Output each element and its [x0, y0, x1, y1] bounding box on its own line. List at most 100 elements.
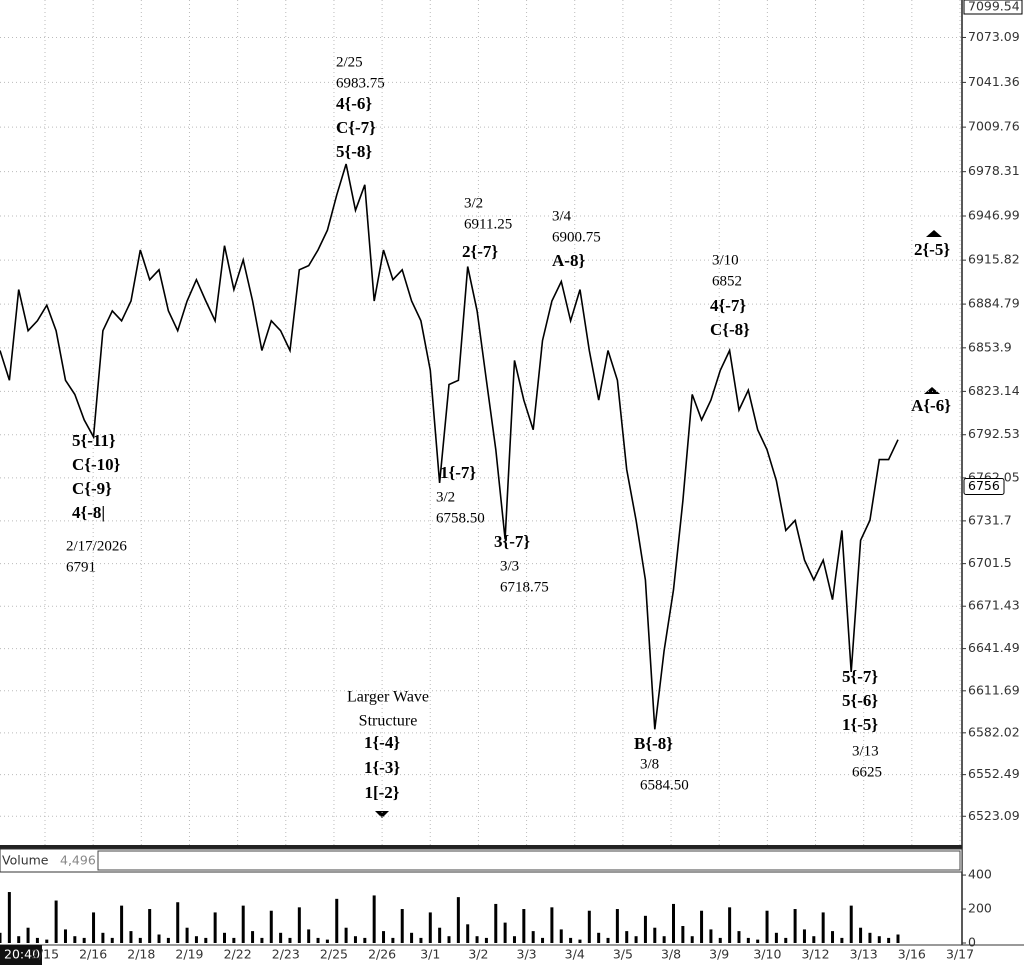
volume-bar: [559, 929, 563, 943]
y-tick-label: 6884.79: [968, 296, 1020, 311]
y-tick-label: 7073.09: [968, 29, 1020, 44]
y-tick-label: 6946.99: [968, 208, 1020, 223]
y-tick-label: 6978.31: [968, 163, 1020, 178]
volume-tick-label: 0: [968, 935, 976, 950]
volume-bar: [400, 909, 404, 943]
volume-bar: [7, 892, 11, 943]
volume-bar: [672, 903, 675, 943]
volume-bar: [475, 936, 479, 943]
wave-label: C{-7}: [336, 118, 376, 137]
wave-label: C{-9}: [72, 479, 112, 498]
volume-bar: [793, 909, 797, 943]
volume-bar: [662, 936, 666, 943]
y-tick-label: 6731.7: [968, 512, 1012, 527]
volume-bar: [92, 912, 96, 943]
x-tick-label: 3/10: [753, 947, 781, 962]
annotation-date: 3/3: [500, 558, 519, 574]
wave-label: A-8}: [552, 251, 585, 270]
volume-bar: [101, 932, 105, 943]
x-tick-label: 3/2: [468, 947, 488, 962]
volume-bar: [325, 939, 329, 943]
volume-bar: [643, 915, 647, 943]
volume-bar: [353, 936, 357, 943]
y-tick-label: 6523.09: [968, 808, 1020, 823]
wave-label: 4{-8|: [72, 503, 105, 522]
volume-bar: [382, 931, 386, 943]
volume-bar: [531, 931, 535, 943]
volume-bar: [877, 936, 881, 943]
x-tick-label: 3/5: [613, 947, 633, 962]
annotation-price: 6584.50: [640, 777, 689, 793]
volume-bar: [859, 927, 863, 943]
volume-bar: [241, 905, 245, 943]
volume-bar: [690, 936, 694, 943]
last-price-label: 6756: [968, 478, 1000, 493]
volume-bar: [410, 932, 414, 943]
volume-bar: [802, 929, 806, 943]
wave-label: 2{-7}: [462, 242, 498, 261]
volume-bar: [634, 936, 638, 943]
y-tick-label: 6671.43: [968, 598, 1020, 613]
volume-bar: [550, 907, 554, 943]
y-tick-label: 7009.76: [968, 119, 1020, 134]
volume-bar: [569, 937, 573, 943]
annotation-price: 6758.50: [436, 510, 485, 526]
volume-bar: [120, 905, 124, 943]
volume-bar: [148, 909, 152, 943]
volume-bar: [82, 937, 86, 943]
volume-bar: [466, 924, 470, 943]
wave-label: C{-8}: [710, 320, 750, 339]
cursor-time: 20:40: [4, 947, 40, 962]
y-tick-label: 6611.69: [968, 682, 1020, 697]
y-tick-label: 6853.9: [968, 339, 1012, 354]
annotation-price: 6983.75: [336, 75, 385, 91]
annotation-date: 2/17/2026: [66, 538, 127, 554]
volume-bar: [54, 900, 58, 943]
volume-bar: [709, 929, 713, 943]
volume-bar: [849, 905, 853, 943]
x-tick-label: 2/22: [224, 947, 252, 962]
x-tick-label: 3/12: [801, 947, 829, 962]
y-tick-label: 6552.49: [968, 766, 1020, 781]
volume-bar: [204, 937, 208, 943]
x-tick-label: 2/25: [320, 947, 348, 962]
x-tick-label: 3/17: [946, 947, 974, 962]
volume-bar: [269, 910, 273, 943]
volume-header-box: [97, 850, 961, 871]
volume-bar: [372, 895, 376, 943]
volume-bar: [606, 937, 610, 943]
y-tick-label: 6582.02: [968, 724, 1020, 739]
wave-label: 1{-7}: [440, 463, 476, 482]
structure-title: Larger Wave: [347, 689, 429, 706]
volume-bar: [784, 937, 788, 943]
volume-bar: [756, 939, 760, 943]
x-tick-label: 3/8: [661, 947, 681, 962]
annotation-date: 2/25: [336, 54, 363, 70]
y-tick-label: 6823.14: [968, 383, 1020, 398]
annotation-date: 3/13: [852, 743, 879, 759]
volume-tick-label: 400: [968, 867, 992, 882]
volume-bar: [251, 931, 255, 943]
volume-bar: [223, 932, 226, 943]
volume-bar: [176, 902, 180, 943]
top-price-box: [963, 0, 1023, 15]
volume-bar: [307, 929, 311, 943]
volume-bar: [17, 936, 21, 943]
volume-bar: [391, 937, 395, 943]
projection-label: A{-6}: [911, 396, 951, 415]
volume-bar: [185, 927, 189, 943]
volume-bar: [700, 910, 704, 943]
x-tick-label: 3/4: [565, 947, 585, 962]
x-tick-label: 2/15: [31, 947, 59, 962]
wave-label: 1{-5}: [842, 715, 878, 734]
volume-bar: [681, 926, 685, 943]
y-tick-label: 6701.5: [968, 555, 1012, 570]
annotation-price: 6625: [852, 764, 882, 780]
volume-bar: [194, 936, 198, 943]
volume-bar: [279, 932, 283, 943]
volume-bar: [419, 937, 423, 943]
y-tick-label: 6915.82: [968, 252, 1020, 267]
volume-bar: [625, 931, 629, 943]
x-tick-label: 2/16: [79, 947, 107, 962]
